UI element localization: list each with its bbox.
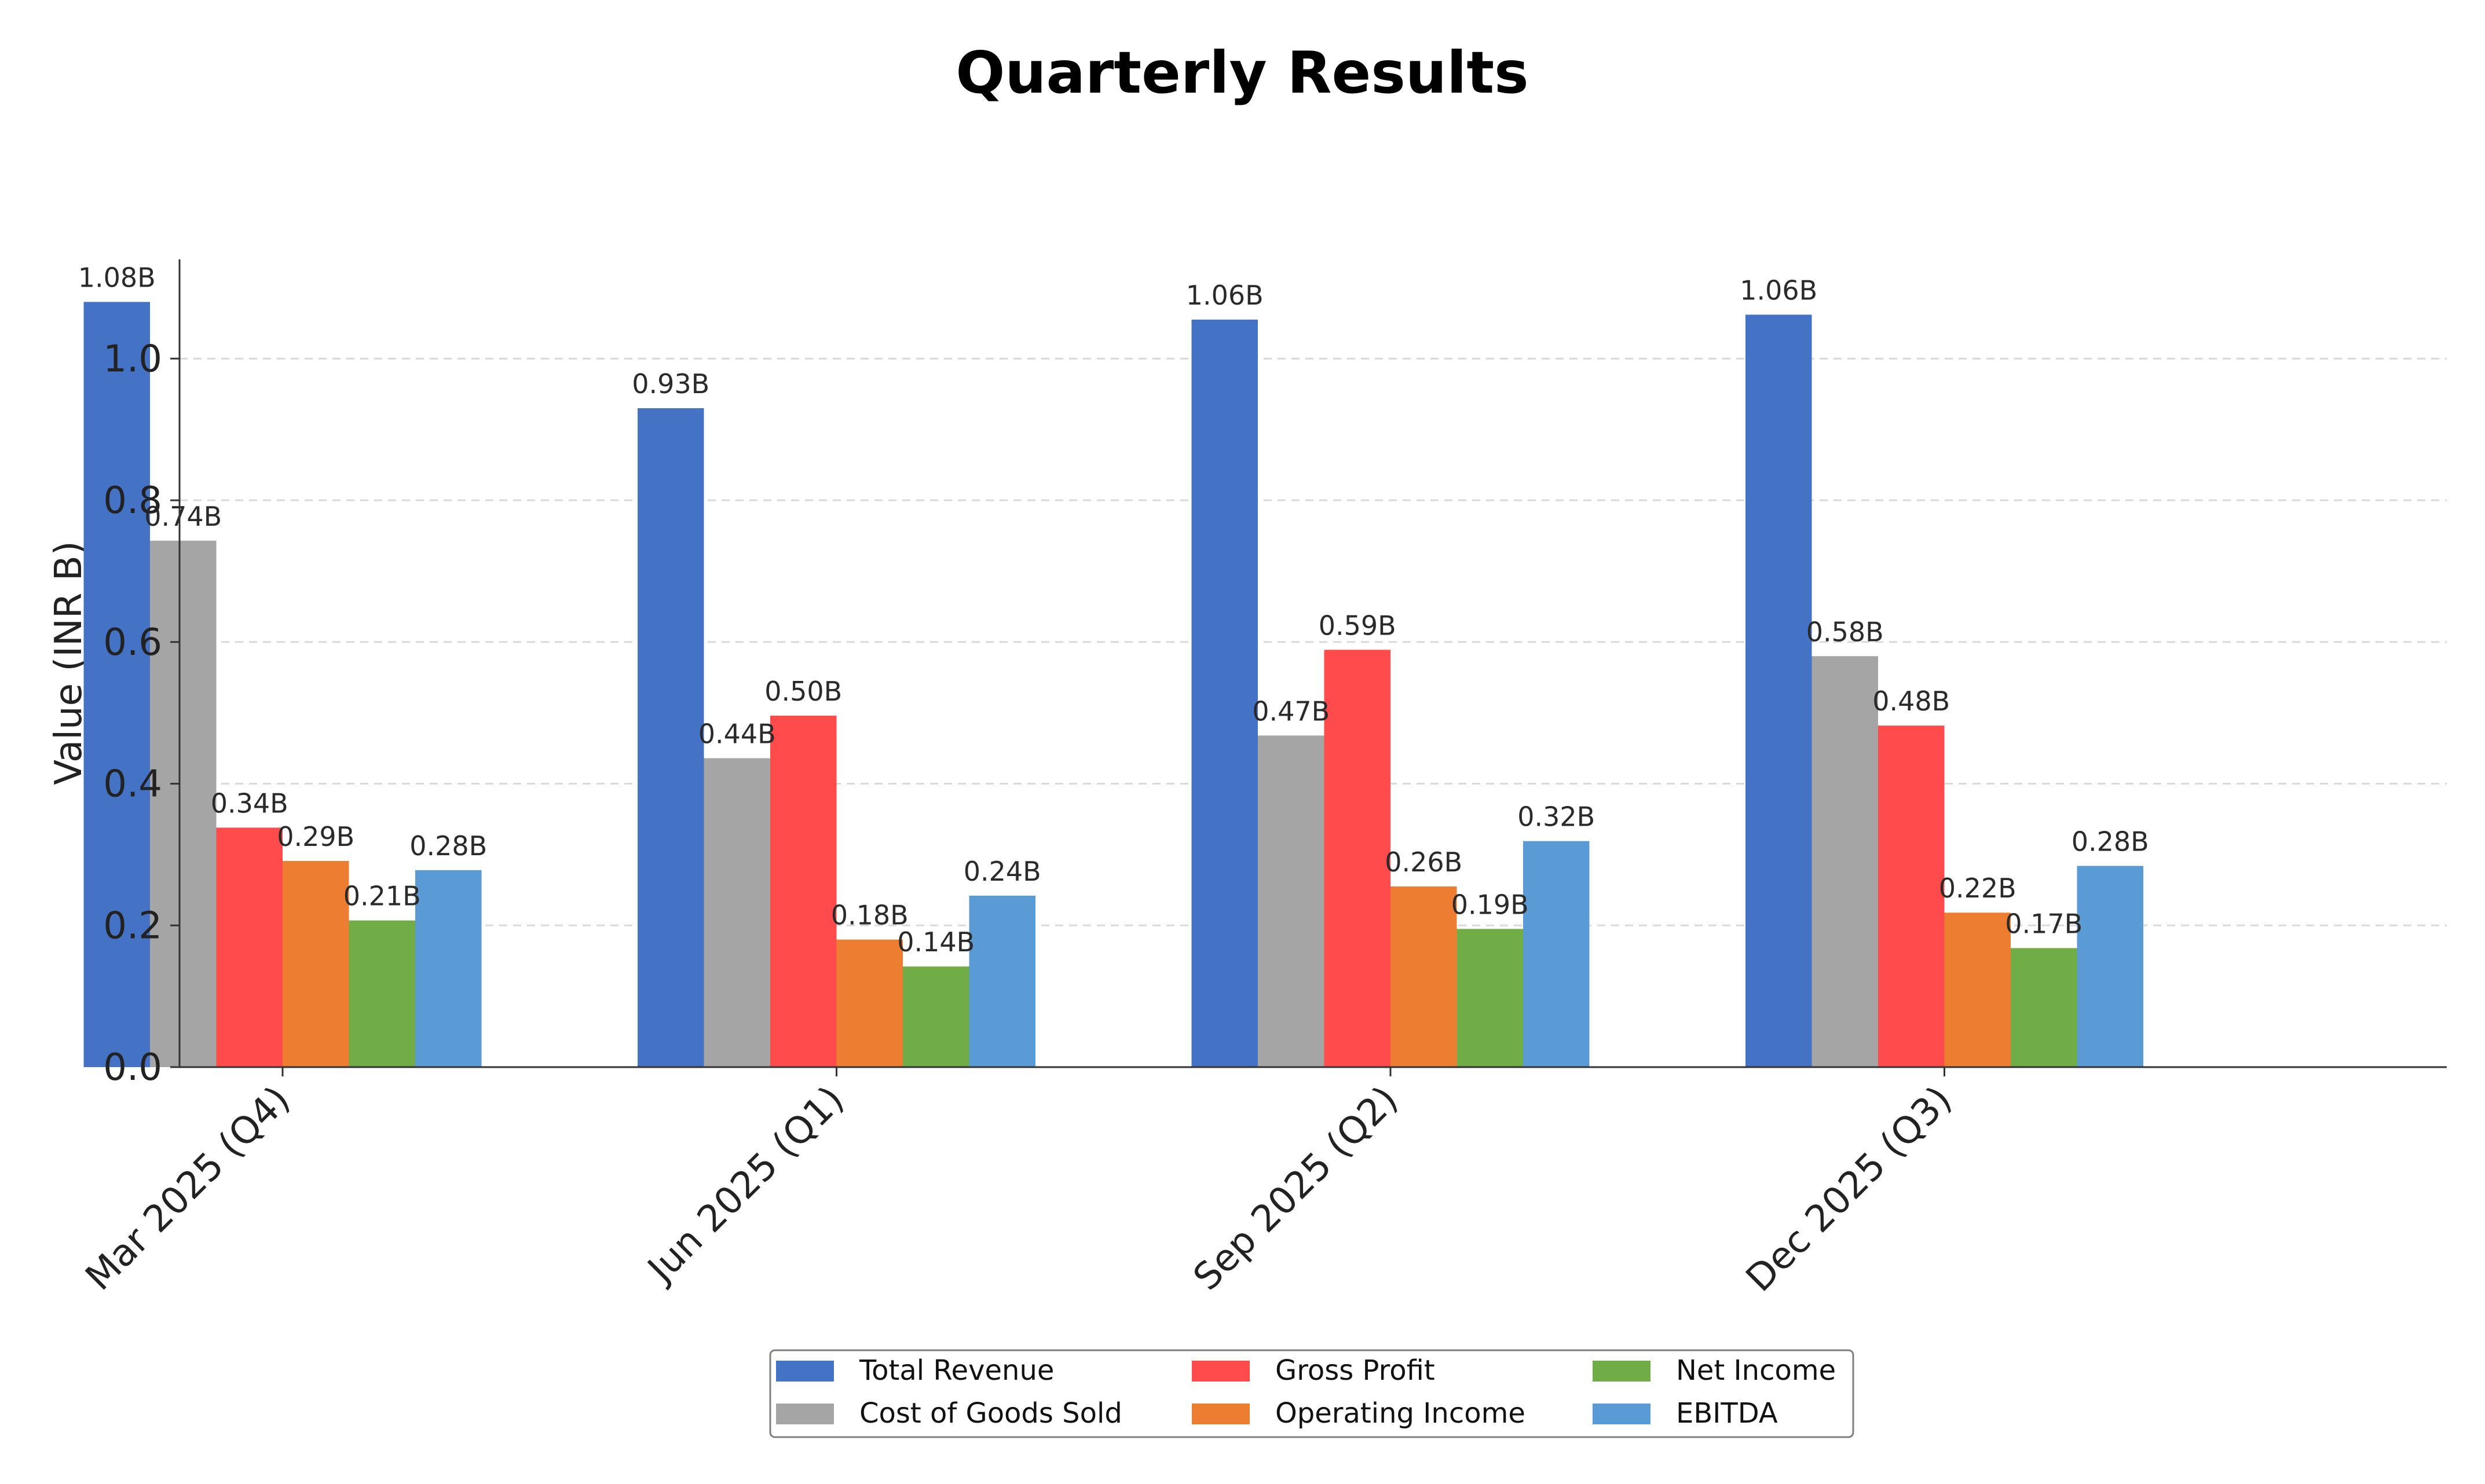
bar-net-income	[2011, 948, 2077, 1067]
bar-net-income	[903, 966, 969, 1067]
data-label: 0.14B	[897, 926, 975, 958]
legend-frame	[769, 1349, 1854, 1438]
data-label: 0.19B	[1451, 889, 1529, 920]
legend-swatch	[776, 1404, 834, 1424]
legend-label: Net Income	[1676, 1354, 1836, 1387]
bar-total-revenue	[638, 408, 704, 1068]
x-tick-label: Dec 2025 (Q3)	[1738, 1078, 1960, 1300]
data-label: 0.28B	[409, 830, 487, 862]
y-tick-label: 0.6	[103, 621, 162, 664]
legend-swatch	[1192, 1361, 1250, 1382]
data-label: 0.32B	[1517, 801, 1595, 833]
legend-label: Total Revenue	[859, 1354, 1054, 1387]
legend-label: EBITDA	[1676, 1397, 1778, 1430]
data-label: 0.50B	[764, 676, 842, 707]
data-label: 0.26B	[1385, 847, 1462, 878]
data-label: 0.48B	[1872, 686, 1950, 717]
bar-gross-profit	[770, 716, 837, 1067]
bar-operating-income	[283, 860, 349, 1067]
data-label: 0.59B	[1319, 610, 1396, 641]
data-label: 0.24B	[964, 856, 1041, 887]
bar-total-revenue	[83, 302, 150, 1067]
bar-net-income	[1456, 929, 1523, 1067]
y-tick-label: 0.8	[103, 479, 162, 522]
y-tick-label: 0.0	[103, 1046, 162, 1089]
data-label: 0.29B	[277, 821, 354, 852]
y-tick-label: 0.4	[103, 763, 162, 806]
data-label: 0.17B	[2005, 908, 2083, 939]
data-label: 1.08B	[78, 262, 156, 293]
data-label: 0.34B	[211, 787, 288, 819]
legend-swatch	[1593, 1404, 1650, 1424]
legend-label: Operating Income	[1275, 1397, 1525, 1430]
x-tick-label: Jun 2025 (Q1)	[638, 1078, 852, 1292]
x-tick-label: Mar 2025 (Q4)	[78, 1078, 298, 1299]
data-label: 0.18B	[831, 900, 909, 931]
chart-title: Quarterly Results	[956, 39, 1528, 107]
legend-swatch	[1593, 1361, 1650, 1382]
data-label: 1.06B	[1186, 280, 1264, 311]
legend-swatch	[776, 1361, 834, 1382]
bar-gross-profit	[1878, 725, 1945, 1067]
bar-ebitda	[969, 895, 1035, 1067]
data-label: 0.74B	[144, 501, 222, 532]
bar-cost-of-goods-sold	[150, 540, 217, 1067]
bar-operating-income	[836, 939, 903, 1067]
data-label: 0.58B	[1806, 616, 1884, 647]
bar-ebitda	[415, 870, 482, 1067]
legend-label: Gross Profit	[1275, 1354, 1435, 1387]
legend-swatch	[1192, 1404, 1250, 1424]
bar-ebitda	[1523, 841, 1590, 1067]
bar-gross-profit	[216, 827, 283, 1067]
y-axis-label: Value (INR B)	[47, 541, 90, 785]
bar-ebitda	[2077, 866, 2143, 1067]
data-label: 0.28B	[2072, 826, 2149, 857]
data-label: 0.93B	[632, 368, 709, 400]
bar-cost-of-goods-sold	[1811, 656, 1878, 1067]
bar-cost-of-goods-sold	[704, 758, 770, 1067]
data-label: 0.47B	[1252, 695, 1330, 727]
data-labels: 1.08B 0.93B 1.06B 1.06B 0.74B 0.44B 0.47B 0.58B…	[78, 262, 2149, 958]
bar-net-income	[349, 920, 415, 1067]
bar-operating-income	[1390, 886, 1457, 1067]
data-label: 0.22B	[1939, 873, 2016, 904]
data-label: 0.21B	[343, 881, 421, 912]
bar-operating-income	[1944, 913, 2011, 1067]
y-tick-label: 0.2	[103, 904, 162, 947]
y-tick-label: 1.0	[103, 338, 162, 380]
bar-gross-profit	[1324, 650, 1390, 1067]
bar-total-revenue	[1745, 314, 1812, 1067]
legend: Total Revenue Cost of Goods Sold Gross Pro…	[769, 1349, 1854, 1438]
x-tick-label: Sep 2025 (Q2)	[1185, 1078, 1406, 1299]
bar-total-revenue	[1191, 320, 1258, 1067]
data-label: 1.06B	[1740, 274, 1817, 306]
bars	[83, 302, 2143, 1068]
data-label: 0.44B	[698, 718, 776, 749]
bar-cost-of-goods-sold	[1258, 735, 1324, 1067]
legend-label: Cost of Goods Sold	[859, 1397, 1122, 1430]
